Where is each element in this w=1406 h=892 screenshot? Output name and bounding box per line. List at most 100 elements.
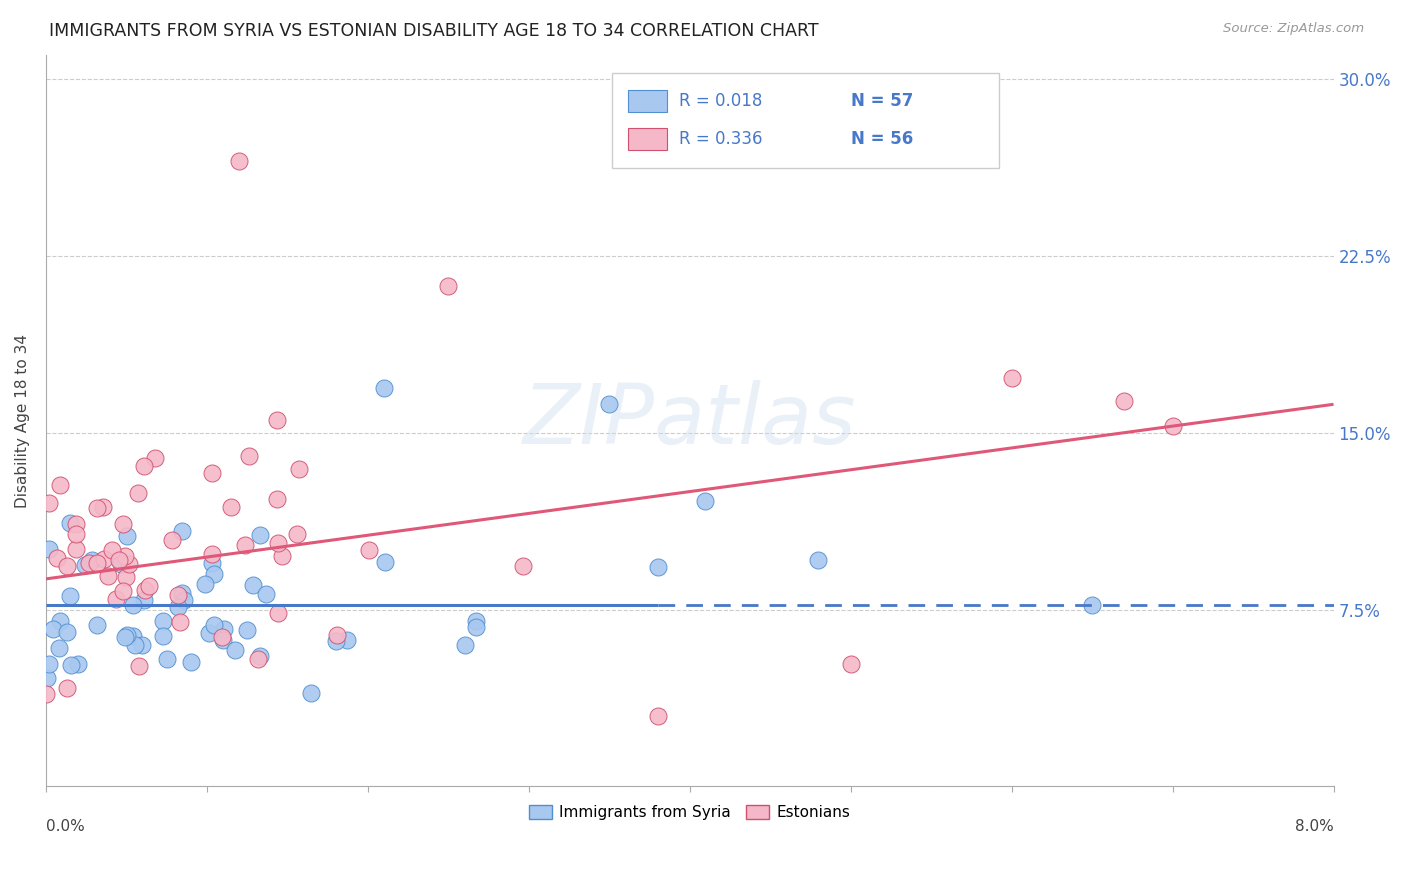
- Point: [1112, 394, 1135, 409]
- Point: [56, 624, 79, 639]
- Point: [49, 615, 72, 629]
- Point: [56, 681, 79, 695]
- Point: [172, 524, 194, 538]
- Point: [124, 638, 146, 652]
- Point: [93, 500, 115, 515]
- Point: [114, 631, 136, 645]
- Point: [160, 533, 183, 547]
- Point: [267, 607, 290, 621]
- Point: [97, 568, 120, 582]
- Point: [266, 536, 288, 550]
- Point: [49, 478, 72, 492]
- Point: [454, 638, 477, 652]
- Point: [77, 556, 100, 570]
- Point: [201, 547, 224, 561]
- Point: [121, 598, 143, 612]
- Point: [1001, 371, 1024, 385]
- Point: [166, 588, 188, 602]
- Point: [108, 552, 131, 566]
- Point: [60, 657, 83, 672]
- Point: [112, 516, 135, 531]
- Text: R = 0.018: R = 0.018: [679, 92, 763, 111]
- Point: [59, 589, 82, 603]
- Point: [122, 629, 145, 643]
- Point: [242, 578, 264, 592]
- Point: [238, 449, 260, 463]
- Point: [86, 500, 108, 515]
- Point: [465, 619, 488, 633]
- Point: [512, 558, 534, 573]
- Point: [46, 550, 69, 565]
- Point: [266, 413, 288, 427]
- Point: [111, 584, 134, 599]
- Point: [249, 648, 271, 663]
- Point: [693, 494, 716, 508]
- Point: [38, 541, 60, 556]
- Point: [336, 633, 359, 648]
- Point: [152, 614, 174, 628]
- Point: [270, 549, 292, 563]
- Point: [839, 657, 862, 671]
- Point: [134, 582, 156, 597]
- Text: N = 57: N = 57: [851, 92, 912, 111]
- Point: [212, 622, 235, 636]
- Point: [66, 657, 89, 671]
- Point: [197, 625, 219, 640]
- FancyBboxPatch shape: [628, 128, 666, 150]
- Point: [266, 491, 288, 506]
- Point: [115, 529, 138, 543]
- Point: [56, 559, 79, 574]
- Point: [211, 630, 233, 644]
- Point: [169, 615, 191, 629]
- Point: [35, 688, 58, 702]
- Point: [325, 633, 347, 648]
- Point: [202, 618, 225, 632]
- Point: [285, 527, 308, 541]
- Point: [236, 623, 259, 637]
- Point: [42, 622, 65, 636]
- Point: [104, 591, 127, 606]
- Point: [202, 566, 225, 581]
- Point: [101, 543, 124, 558]
- Point: [73, 558, 96, 572]
- Point: [38, 495, 60, 509]
- Point: [288, 462, 311, 476]
- Point: [35, 672, 58, 686]
- Point: [167, 599, 190, 614]
- Point: [131, 638, 153, 652]
- Point: [180, 655, 202, 669]
- Text: Source: ZipAtlas.com: Source: ZipAtlas.com: [1223, 22, 1364, 36]
- Point: [228, 154, 250, 169]
- Point: [65, 542, 87, 557]
- Point: [359, 543, 381, 558]
- Point: [254, 586, 277, 600]
- Point: [143, 450, 166, 465]
- Point: [117, 558, 139, 572]
- FancyBboxPatch shape: [613, 73, 998, 169]
- Text: 8.0%: 8.0%: [1295, 820, 1333, 834]
- Point: [172, 586, 194, 600]
- Point: [1161, 418, 1184, 433]
- Point: [299, 686, 322, 700]
- Text: N = 56: N = 56: [851, 130, 912, 148]
- Point: [86, 618, 108, 632]
- Point: [233, 538, 256, 552]
- Point: [128, 659, 150, 673]
- Y-axis label: Disability Age 18 to 34: Disability Age 18 to 34: [15, 334, 30, 508]
- Point: [219, 500, 242, 515]
- Point: [152, 629, 174, 643]
- Point: [437, 279, 460, 293]
- Point: [201, 466, 224, 480]
- Point: [134, 458, 156, 473]
- Point: [127, 486, 149, 500]
- Point: [48, 641, 70, 656]
- Point: [647, 708, 669, 723]
- Point: [86, 556, 108, 570]
- Point: [200, 556, 222, 570]
- Point: [114, 549, 136, 564]
- Point: [117, 628, 139, 642]
- Point: [249, 528, 271, 542]
- Point: [38, 657, 60, 672]
- Point: [598, 397, 620, 411]
- Point: [212, 633, 235, 648]
